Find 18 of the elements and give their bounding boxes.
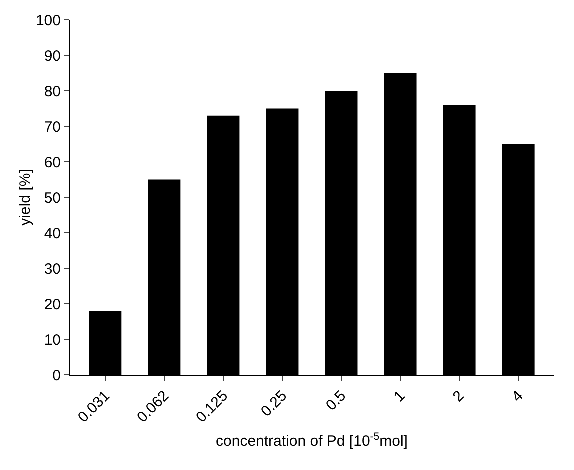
y-tick-label: 60 [44, 154, 61, 172]
y-tick-label: 0 [52, 367, 61, 384]
y-tick-label: 30 [44, 260, 61, 278]
x-tick-label: 2 [450, 388, 468, 406]
x-tick-label: 4 [508, 388, 527, 406]
x-tick-label: 0.25 [258, 388, 291, 420]
y-tick-label: 20 [44, 296, 61, 314]
x-axis-title: concentration of Pd [10$^{-5}$mol] [216, 430, 408, 450]
y-tick-label: 40 [44, 225, 61, 242]
y-tick-label: 10 [44, 332, 61, 349]
x-tick-label: 0.5 [322, 388, 350, 414]
y-tick-label: 90 [44, 48, 61, 65]
y-tick-label: 80 [44, 83, 61, 100]
y-tick-label: 70 [44, 118, 61, 136]
y-axis-title: yield [%] [17, 169, 34, 226]
x-tick-label: 1 [390, 388, 409, 406]
y-tick-label: 50 [44, 190, 61, 207]
y-tick-label: 100 [36, 12, 61, 30]
